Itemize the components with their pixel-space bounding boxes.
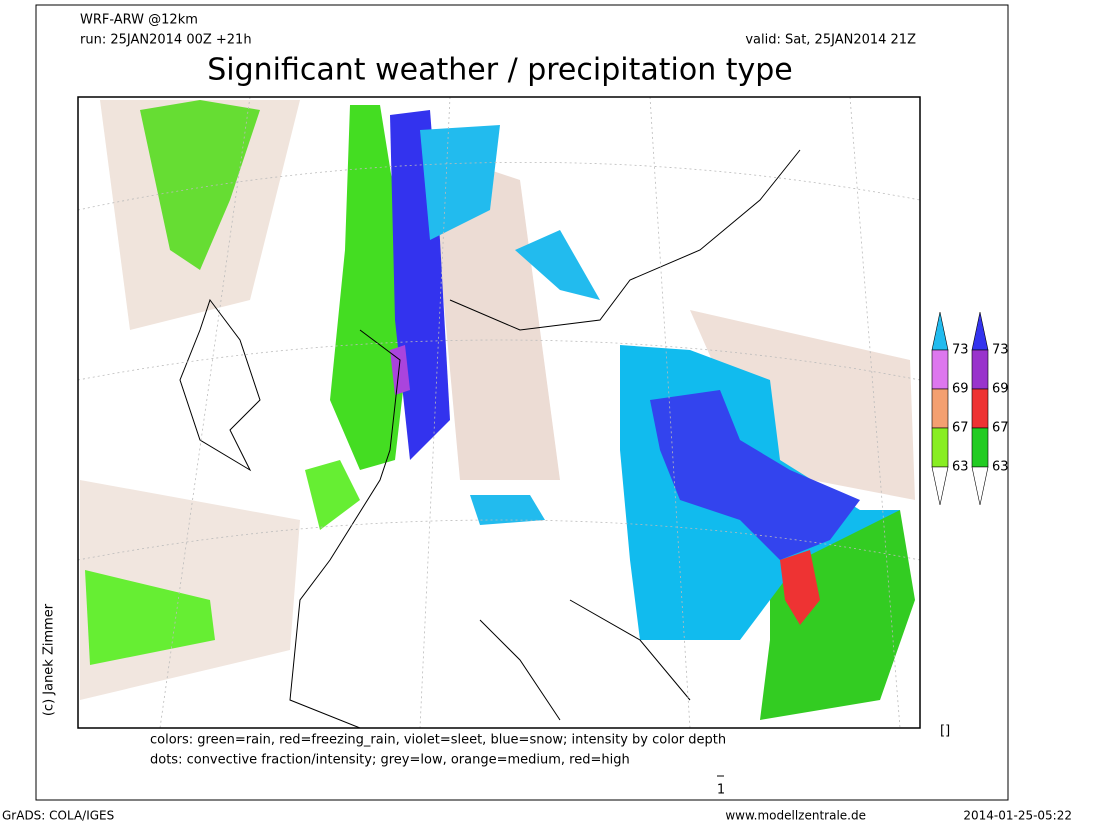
- coastline: [479, 599, 691, 721]
- rain-area: [330, 105, 410, 470]
- colorbar-cap: [971, 311, 989, 351]
- colorbar-cap: [971, 466, 989, 506]
- footer-software: GrADS: COLA/IGES: [2, 809, 114, 823]
- colorbar-label: 63: [952, 460, 969, 475]
- coastline: [289, 329, 401, 728]
- note: dots: convective fraction/intensity; gre…: [150, 753, 630, 768]
- graticule: [78, 97, 920, 728]
- footer-url: www.modellzentrale.de: [725, 809, 866, 823]
- colorbar-cell: [971, 349, 989, 390]
- note: colors: green=rain, red=freezing_rain, v…: [150, 733, 726, 748]
- model-label: WRF-ARW @12km: [80, 13, 198, 28]
- snow-area: [515, 230, 600, 300]
- drizzle-area: [690, 310, 915, 500]
- colorbar-cell: [931, 427, 949, 468]
- colorbar-label: 63: [992, 460, 1009, 475]
- colorbar-label: 67: [992, 421, 1009, 436]
- map-border: [77, 96, 921, 729]
- colorbar-cell: [971, 388, 989, 429]
- map: [77, 96, 921, 729]
- colorbar-label: 69: [992, 382, 1009, 397]
- rain-area: [140, 100, 260, 270]
- colorbar-label: 69: [952, 382, 969, 397]
- snow-area: [650, 390, 860, 560]
- freezing-rain-area: [780, 550, 820, 625]
- colorbar-cell: [931, 349, 949, 390]
- page-number: 1: [717, 783, 725, 798]
- colorbar: 73 69 67 63 73 69 67 63: [931, 311, 1009, 506]
- title: Significant weather / precipitation type: [207, 53, 793, 88]
- credit: (c) Janek Zimmer: [42, 603, 57, 716]
- colorbar-cell: [971, 427, 989, 468]
- frame: [35, 4, 1009, 801]
- colorbar-label: 73: [952, 343, 969, 358]
- sleet-area: [390, 345, 410, 395]
- coastline: [449, 149, 801, 331]
- snow-area: [470, 495, 545, 525]
- run-label: run: 25JAN2014 00Z +21h: [80, 33, 252, 48]
- rain-area: [305, 460, 360, 530]
- snow-area: [420, 125, 500, 240]
- drizzle-area: [430, 150, 560, 480]
- colorbar-cap: [931, 311, 949, 351]
- colorbar-label: 67: [952, 421, 969, 436]
- footer-timestamp: 2014-01-25-05:22: [963, 809, 1072, 823]
- coastline: [179, 298, 261, 472]
- valid-label: valid: Sat, 25JAN2014 21Z: [745, 33, 916, 48]
- colorbar-cap: [931, 466, 949, 506]
- colorbar-cell: [931, 388, 949, 429]
- colorbar-label: 73: [992, 343, 1009, 358]
- rain-area: [85, 570, 215, 665]
- marker: []: [940, 724, 950, 739]
